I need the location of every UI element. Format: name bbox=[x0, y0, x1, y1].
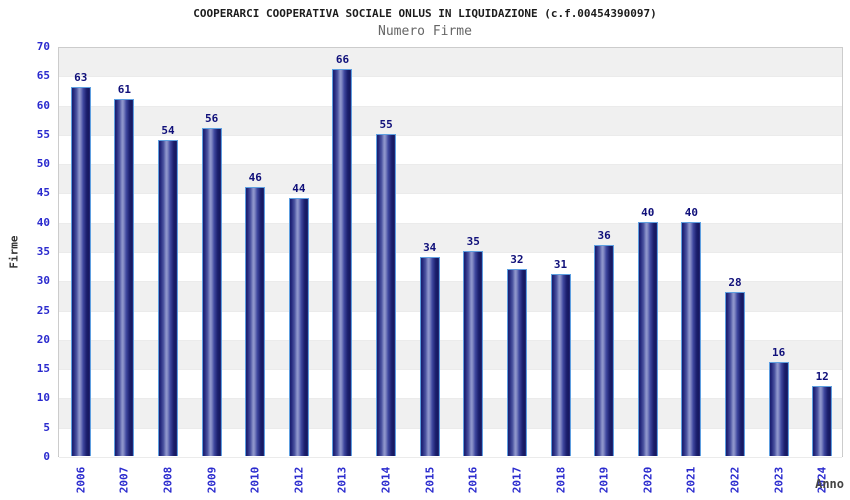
plot-area: 63 61 54 56 46 44 66 55 34 35 32 31 36 40 40 28 16 12 bbox=[58, 47, 843, 458]
bar-2013 bbox=[332, 69, 353, 456]
x-tick-label: 2010 bbox=[248, 466, 262, 494]
grid-band bbox=[59, 106, 842, 136]
x-tick-label: 2012 bbox=[292, 466, 306, 494]
grid-band bbox=[59, 428, 842, 458]
grid-band bbox=[59, 165, 842, 195]
x-tick-label: 2013 bbox=[335, 466, 349, 494]
bar-value-label: 16 bbox=[771, 346, 786, 360]
bar-2010 bbox=[245, 186, 266, 456]
x-tick-label: 2008 bbox=[161, 466, 175, 494]
x-tick-label: 2006 bbox=[74, 466, 88, 494]
grid-band bbox=[59, 340, 842, 371]
x-tick-label: 2020 bbox=[641, 466, 655, 494]
y-tick-label: 45 bbox=[36, 186, 50, 200]
bar-2014 bbox=[376, 133, 397, 456]
y-tick-label: 5 bbox=[43, 420, 50, 434]
x-tick-label: 2016 bbox=[466, 466, 480, 494]
bar-value-label: 35 bbox=[466, 235, 480, 248]
bar-value-label: 12 bbox=[815, 369, 829, 383]
bar-value-label: 44 bbox=[292, 182, 306, 196]
bar-2007 bbox=[114, 98, 135, 456]
y-tick-label: 55 bbox=[36, 127, 50, 141]
grid-band bbox=[59, 194, 842, 224]
x-tick-label: 2021 bbox=[684, 466, 698, 494]
bar-2018 bbox=[550, 274, 571, 456]
x-tick-label: 2015 bbox=[423, 466, 437, 494]
chart-subtitle: Numero Firme bbox=[378, 24, 472, 39]
y-tick-label: 25 bbox=[36, 303, 50, 317]
x-tick-label: 2023 bbox=[772, 466, 786, 494]
bar-value-label: 46 bbox=[248, 170, 262, 184]
x-tick-label: 2014 bbox=[379, 466, 393, 494]
y-tick-label: 30 bbox=[36, 274, 50, 288]
x-tick-label: 2007 bbox=[117, 466, 131, 494]
x-tick-label: 2019 bbox=[597, 466, 611, 494]
grid-band bbox=[59, 135, 842, 166]
bar-2006 bbox=[70, 87, 91, 456]
bar-value-label: 56 bbox=[205, 112, 219, 125]
grid-band bbox=[59, 399, 842, 429]
bar-2016 bbox=[463, 251, 484, 456]
bar-value-label: 28 bbox=[728, 276, 742, 289]
bar-2012 bbox=[288, 198, 309, 456]
grid-band bbox=[59, 253, 842, 283]
y-tick-label: 65 bbox=[36, 69, 50, 83]
bar-value-label: 66 bbox=[335, 53, 350, 67]
y-tick-label: 70 bbox=[36, 40, 50, 53]
bar-value-label: 55 bbox=[379, 117, 393, 131]
chart-title: COOPERARCI COOPERATIVA SOCIALE ONLUS IN … bbox=[193, 7, 657, 20]
grid-band bbox=[59, 48, 842, 78]
bar-2023 bbox=[768, 362, 789, 456]
x-tick-label: 2022 bbox=[728, 466, 742, 494]
bar-2008 bbox=[158, 139, 179, 456]
y-tick-label: 15 bbox=[36, 362, 50, 376]
bar-2024 bbox=[812, 385, 833, 456]
grid-band bbox=[59, 223, 842, 253]
grid-band bbox=[59, 77, 842, 107]
grid-band bbox=[59, 311, 842, 341]
bar-value-label: 34 bbox=[423, 240, 437, 254]
bar-2015 bbox=[419, 256, 440, 456]
y-tick-label: 35 bbox=[36, 245, 50, 258]
bar-2009 bbox=[201, 128, 222, 456]
y-tick-label: 50 bbox=[36, 157, 50, 171]
x-axis-title: Anno bbox=[815, 477, 844, 491]
x-tick-label: 2018 bbox=[554, 466, 568, 494]
grid-band bbox=[59, 370, 842, 400]
bar-2021 bbox=[681, 221, 702, 456]
y-tick-label: 0 bbox=[43, 450, 50, 463]
bar-2019 bbox=[594, 245, 615, 456]
bar-value-label: 40 bbox=[641, 205, 655, 219]
x-tick-label: 2009 bbox=[205, 466, 219, 494]
bar-value-label: 54 bbox=[161, 123, 175, 137]
bar-2022 bbox=[724, 292, 745, 456]
grid-band bbox=[59, 282, 842, 312]
bar-value-label: 61 bbox=[117, 82, 132, 96]
x-tick-label: 2017 bbox=[510, 466, 524, 494]
bar-value-label: 36 bbox=[597, 229, 611, 243]
y-tick-label: 20 bbox=[36, 332, 50, 346]
bar-value-label: 32 bbox=[510, 252, 524, 266]
y-tick-label: 10 bbox=[36, 391, 50, 405]
bar-value-label: 31 bbox=[553, 258, 568, 272]
bar-value-label: 63 bbox=[74, 71, 88, 84]
y-tick-label: 40 bbox=[36, 215, 50, 229]
bar-value-label: 40 bbox=[684, 205, 698, 219]
bar-2020 bbox=[637, 221, 658, 456]
bar-2017 bbox=[506, 268, 527, 456]
y-tick-label: 60 bbox=[36, 98, 50, 112]
